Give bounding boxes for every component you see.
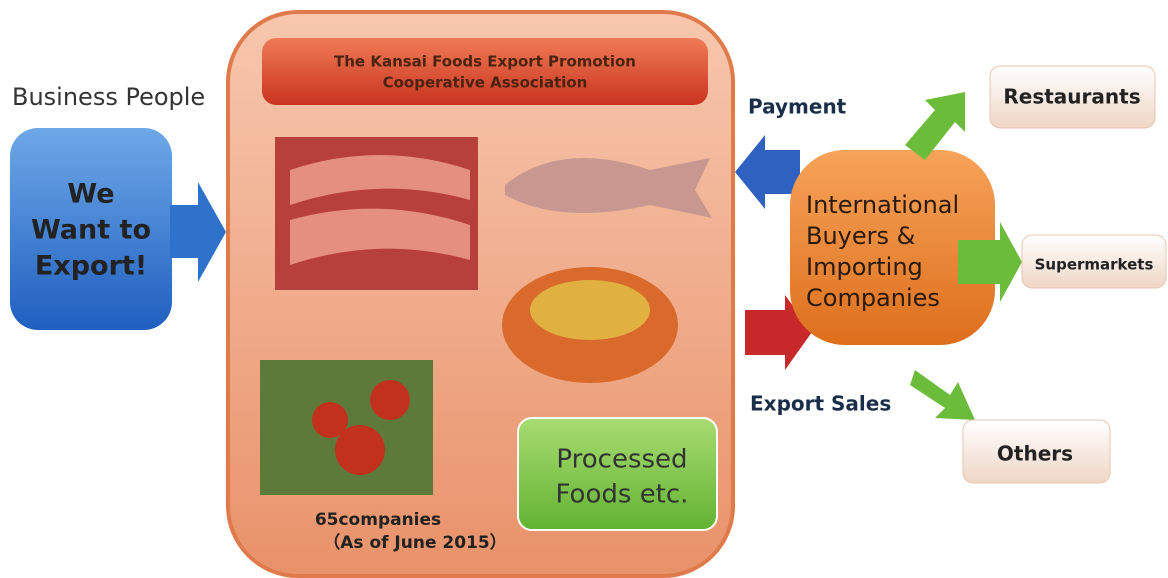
buyers-line: Importing (806, 253, 923, 281)
association-title: Cooperative Association (383, 74, 588, 92)
members-line: （As of June 2015） (323, 532, 506, 553)
association-title: The Kansai Foods Export Promotion (334, 53, 636, 71)
business-label: Business People (12, 83, 205, 111)
buyers-line: International (806, 191, 959, 219)
destination: Restaurants (1003, 85, 1140, 109)
export-line: We (67, 179, 114, 210)
processed-line: Foods etc. (556, 480, 689, 510)
members-line: 65companies (315, 510, 441, 530)
buyers-line: Companies (806, 284, 940, 312)
processed-line: Processed (556, 445, 687, 475)
export-sales-label: Export Sales (750, 392, 891, 416)
export-line: Export! (35, 251, 147, 282)
destination: Others (997, 442, 1073, 466)
diagram: Business People We Want to Export! The K… (0, 0, 1168, 578)
export-line: Want to (31, 215, 151, 246)
destination: Supermarkets (1035, 256, 1154, 274)
payment-label: Payment (748, 95, 847, 119)
buyers-line: Buyers & (806, 222, 915, 250)
